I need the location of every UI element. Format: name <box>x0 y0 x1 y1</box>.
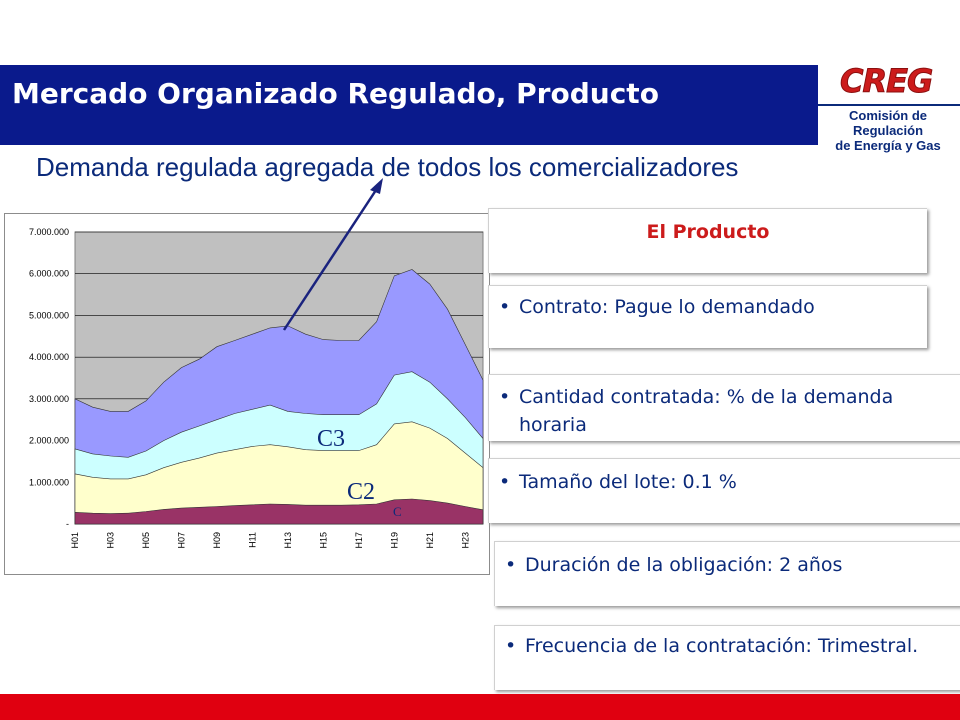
product-header: El Producto <box>646 221 770 243</box>
series-annotation: C3 <box>317 426 345 452</box>
y-tick-label: 7.000.000 <box>29 227 69 237</box>
y-tick-label: 4.000.000 <box>29 352 69 362</box>
demand-area-chart: - 1.000.000 2.000.000 3.000.000 4.000.000 5.0… <box>29 227 484 549</box>
area-series-1 <box>74 498 484 525</box>
series-annotation: C <box>393 504 402 519</box>
product-card-2: Cantidad contratada: % de la demanda hor… <box>488 374 960 441</box>
x-tick-label: H23 <box>460 532 470 549</box>
x-tick-label: H17 <box>354 532 364 549</box>
y-tick-label: 2.000.000 <box>29 436 69 446</box>
x-tick-label: H09 <box>212 532 222 549</box>
creg-logo-text: Comisión de Regulación de Energía y Gas <box>820 108 956 153</box>
product-card-4: Duración de la obligación: 2 años <box>494 541 960 606</box>
logo-divider <box>818 104 960 106</box>
slide-subtitle: Demanda regulada agregada de todos los c… <box>36 152 739 182</box>
creg-logo-mark: CREG <box>839 62 933 101</box>
slide-title: Mercado Organizado Regulado, Producto <box>12 77 659 110</box>
logo-text-line2: de Energía y Gas <box>835 138 941 153</box>
area-series-2 <box>74 421 484 525</box>
x-tick-label: H05 <box>141 532 151 549</box>
logo-text-line1: Comisión de Regulación <box>848 108 927 138</box>
y-tick-label: 5.000.000 <box>29 310 69 320</box>
product-item-3: Tamaño del lote: 0.1 % <box>489 467 960 497</box>
y-tick-label: 1.000.000 <box>29 477 69 487</box>
footer-band <box>0 694 960 720</box>
x-tick-label: H13 <box>283 532 293 549</box>
title-band: Mercado Organizado Regulado, Producto <box>0 65 818 145</box>
x-tick-label: H21 <box>425 532 435 549</box>
y-tick-label: 6.000.000 <box>29 269 69 279</box>
x-tick-label: H19 <box>389 532 399 549</box>
product-item-4: Duración de la obligación: 2 años <box>495 550 960 580</box>
product-header-card: El Producto <box>488 208 927 273</box>
series-annotation: C2 <box>347 479 375 505</box>
creg-logo: CREG Comisión de Regulación de Energía y… <box>818 58 960 153</box>
x-tick-label: H07 <box>176 532 186 549</box>
product-item-1: Contrato: Pague lo demandado <box>489 292 927 322</box>
product-card-3: Tamaño del lote: 0.1 % <box>488 458 960 523</box>
callout-arrow <box>282 178 383 331</box>
chart-container: - 1.000.000 2.000.000 3.000.000 4.000.000 5.0… <box>4 213 490 575</box>
y-tick-label: - <box>66 519 69 529</box>
x-tick-label: H03 <box>105 532 115 549</box>
x-tick-label: H01 <box>70 532 80 549</box>
y-tick-label: 3.000.000 <box>29 394 69 404</box>
product-item-5: Frecuencia de la contratación: Trimestra… <box>495 632 955 660</box>
product-item-2: Cantidad contratada: % de la demanda hor… <box>489 383 939 439</box>
x-tick-label: H15 <box>318 532 328 549</box>
product-card-1: Contrato: Pague lo demandado <box>488 285 927 348</box>
product-card-5: Frecuencia de la contratación: Trimestra… <box>494 625 960 690</box>
x-tick-label: H11 <box>247 532 257 548</box>
